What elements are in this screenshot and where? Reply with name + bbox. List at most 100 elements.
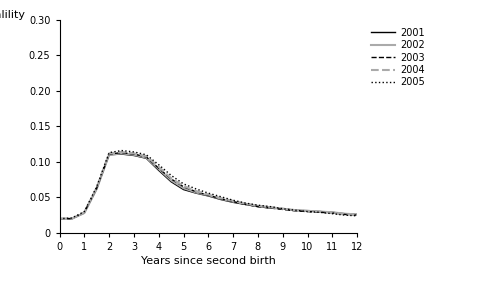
2001 — [280, 207, 286, 210]
2005 — [81, 210, 87, 213]
2002 — [193, 191, 199, 194]
2001 — [292, 208, 298, 212]
2003 — [143, 155, 149, 158]
2002 — [230, 200, 236, 203]
2001 — [305, 209, 310, 212]
2002 — [181, 186, 186, 190]
2001 — [193, 191, 199, 195]
2002 — [205, 194, 211, 197]
2005 — [267, 205, 273, 208]
2001 — [267, 206, 273, 210]
2004 — [106, 152, 112, 155]
2005 — [143, 153, 149, 156]
2004 — [230, 199, 236, 203]
2005 — [119, 149, 124, 152]
2002 — [119, 152, 124, 155]
2005 — [230, 199, 236, 202]
2001 — [168, 180, 174, 183]
2004 — [329, 211, 335, 215]
Line: 2003: 2003 — [60, 153, 357, 219]
2001 — [329, 210, 335, 214]
2002 — [81, 211, 87, 215]
2003 — [354, 214, 360, 217]
2002 — [69, 217, 75, 220]
2001 — [342, 212, 348, 215]
2004 — [168, 176, 174, 180]
2002 — [255, 204, 261, 208]
2001 — [205, 194, 211, 198]
2003 — [119, 151, 124, 154]
2002 — [317, 210, 323, 213]
2005 — [218, 195, 224, 198]
2005 — [94, 185, 100, 189]
2003 — [292, 209, 298, 212]
Line: 2001: 2001 — [60, 154, 357, 219]
2003 — [106, 152, 112, 156]
2005 — [255, 203, 261, 207]
2004 — [143, 154, 149, 158]
2005 — [243, 201, 248, 205]
Line: 2005: 2005 — [60, 151, 357, 219]
2005 — [342, 214, 348, 217]
2001 — [243, 203, 248, 206]
2005 — [305, 210, 310, 213]
2001 — [181, 188, 186, 191]
2003 — [168, 177, 174, 181]
2002 — [305, 209, 310, 212]
2003 — [317, 210, 323, 214]
2002 — [280, 207, 286, 210]
2004 — [94, 186, 100, 189]
2001 — [69, 217, 75, 220]
2001 — [131, 154, 137, 157]
Y-axis label: Probalility: Probalility — [0, 10, 26, 20]
2001 — [255, 205, 261, 208]
2002 — [354, 213, 360, 216]
2005 — [181, 182, 186, 186]
2004 — [267, 206, 273, 209]
Line: 2004: 2004 — [60, 152, 357, 219]
2002 — [292, 208, 298, 212]
2003 — [94, 186, 100, 190]
2003 — [305, 210, 310, 213]
2004 — [69, 217, 75, 220]
2004 — [119, 150, 124, 154]
2003 — [280, 208, 286, 211]
2002 — [94, 187, 100, 191]
2004 — [354, 214, 360, 217]
2003 — [81, 210, 87, 214]
2001 — [354, 213, 360, 216]
2003 — [218, 197, 224, 201]
2005 — [69, 216, 75, 220]
2004 — [243, 202, 248, 205]
2003 — [243, 203, 248, 206]
2004 — [131, 152, 137, 155]
2003 — [205, 194, 211, 197]
2005 — [292, 208, 298, 212]
2005 — [354, 214, 360, 218]
2004 — [181, 184, 186, 188]
2003 — [193, 190, 199, 193]
2004 — [280, 207, 286, 210]
2004 — [156, 165, 162, 168]
2001 — [94, 187, 100, 191]
X-axis label: Years since second birth: Years since second birth — [141, 256, 276, 266]
2005 — [205, 191, 211, 195]
2002 — [168, 179, 174, 182]
2005 — [280, 207, 286, 210]
2001 — [57, 217, 62, 220]
2005 — [156, 163, 162, 166]
2004 — [218, 197, 224, 200]
2003 — [329, 211, 335, 215]
2003 — [181, 185, 186, 189]
2002 — [156, 167, 162, 171]
2005 — [131, 150, 137, 154]
2001 — [317, 210, 323, 213]
2003 — [57, 217, 62, 220]
2003 — [267, 206, 273, 210]
2005 — [317, 210, 323, 214]
2002 — [106, 153, 112, 156]
2002 — [243, 202, 248, 205]
2003 — [156, 166, 162, 170]
2005 — [57, 217, 62, 220]
2001 — [119, 152, 124, 156]
